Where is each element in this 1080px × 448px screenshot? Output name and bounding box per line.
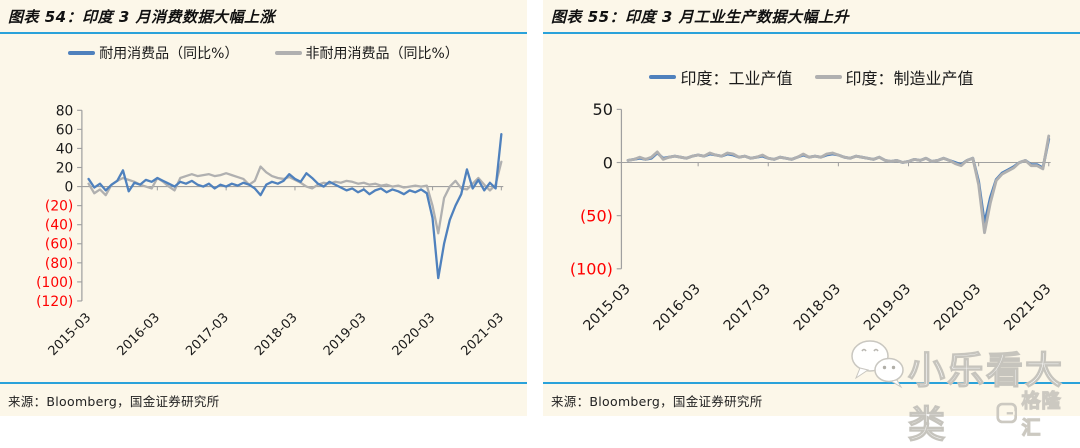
x-tick-label: 2017-03: [183, 310, 232, 359]
y-tick-label: (60): [45, 237, 73, 253]
y-tick-label: (20): [45, 199, 73, 215]
x-tick-label: 2021-03: [1001, 281, 1054, 334]
x-tick-label: 2020-03: [931, 281, 984, 334]
y-tick-label: 80: [56, 103, 74, 119]
y-tick-label: 20: [56, 160, 74, 176]
y-tick-label: (120): [36, 294, 73, 310]
legend-swatch: [649, 75, 677, 79]
figure-55-panel: 图表 55：印度 3 月工业生产数据大幅上升 印度：工业产值 印度：制造业产值 5…: [543, 0, 1080, 416]
legend-item: 非耐用消费品（同比%）: [274, 43, 459, 63]
figure-54-legend: 耐用消费品（同比%） 非耐用消费品（同比%）: [0, 43, 527, 63]
figure-54-title: 图表 54：印度 3 月消费数据大幅上涨: [0, 0, 527, 34]
legend-swatch: [68, 51, 96, 55]
x-tick-label: 2018-03: [252, 310, 301, 359]
y-tick-label: (40): [45, 218, 73, 234]
figure-55-chart: 50 0 (50) (100) 2015-03 2016-03 2017-03 2018-03…: [570, 100, 1055, 334]
x-tick-label: 2017-03: [721, 281, 774, 334]
y-tick-label: 40: [56, 141, 74, 157]
legend-label: 耐用消费品（同比%）: [99, 46, 239, 62]
figure-55-source: 来源：Bloomberg，国金证券研究所: [543, 382, 1080, 416]
figure-55-title: 图表 55：印度 3 月工业生产数据大幅上升: [543, 0, 1080, 34]
y-tick-label: (50): [580, 206, 613, 225]
legend-label: 非耐用消费品（同比%）: [305, 46, 459, 62]
x-tick-label: 2016-03: [114, 310, 163, 359]
figure-54-source: 来源：Bloomberg，国金证券研究所: [0, 382, 527, 416]
x-tick-label: 2018-03: [791, 281, 844, 334]
legend-item: 耐用消费品（同比%）: [68, 43, 239, 63]
legend-swatch: [274, 51, 302, 55]
figure-54-panel: 图表 54：印度 3 月消费数据大幅上涨 耐用消费品（同比%） 非耐用消费品（同比…: [0, 0, 527, 416]
y-tick-label: 0: [603, 153, 613, 172]
y-tick-label: (100): [570, 260, 613, 279]
legend-item: 印度：制造业产值: [814, 65, 974, 89]
legend-label: 印度：工业产值: [680, 69, 793, 88]
figure-55-legend: 印度：工业产值 印度：制造业产值: [543, 66, 1080, 88]
y-tick-label: 0: [65, 180, 74, 196]
y-tick-label: 50: [593, 100, 613, 119]
x-tick-label: 2015-03: [581, 281, 634, 334]
series-line-0: [87, 132, 503, 280]
y-tick-label: (80): [45, 256, 73, 272]
x-tick-label: 2021-03: [458, 310, 507, 359]
series-line-1: [626, 134, 1051, 235]
x-tick-label: 2019-03: [861, 281, 914, 334]
series-line-1: [87, 160, 503, 235]
legend-label: 印度：制造业产值: [845, 69, 974, 88]
series-line-0: [626, 137, 1051, 225]
legend-swatch: [814, 75, 842, 79]
figure-54-chart: 80 60 40 20 0 (20) (40) (60) (80) (100) (120)2015-…: [36, 103, 507, 359]
x-tick-label: 2016-03: [651, 281, 704, 334]
y-tick-label: (100): [36, 275, 73, 291]
legend-item: 印度：工业产值: [649, 65, 793, 89]
y-tick-label: 60: [56, 122, 74, 138]
x-tick-label: 2020-03: [390, 310, 439, 359]
x-tick-label: 2015-03: [46, 310, 95, 359]
x-tick-label: 2019-03: [321, 310, 370, 359]
